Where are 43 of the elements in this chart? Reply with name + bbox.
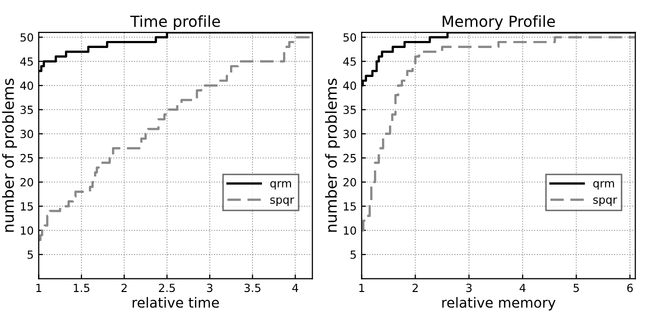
y-tick-label: 35 <box>343 106 356 114</box>
x-tick-label: 3.5 <box>244 284 260 292</box>
y-axis-title: number of problems <box>2 78 17 232</box>
chart-title: Time profile <box>130 15 220 30</box>
x-tick-label: 4 <box>292 284 298 292</box>
y-tick-label: 10 <box>344 226 356 235</box>
y-tick-label: 15 <box>20 202 33 211</box>
y-tick-label: 40 <box>20 81 34 90</box>
x-tick-label: 6 <box>627 284 633 292</box>
y-tick-label: 45 <box>20 57 33 66</box>
x-tick-label: 1.5 <box>74 284 90 292</box>
y-tick-label: 50 <box>20 33 34 42</box>
x-tick-label: 3 <box>207 284 212 292</box>
y-tick-label: 45 <box>343 57 356 66</box>
x-tick-label: 4 <box>520 284 526 292</box>
y-tick-label: 35 <box>20 106 33 114</box>
y-tick-label: 20 <box>20 178 34 186</box>
y-tick-label: 10 <box>20 226 34 235</box>
y-tick-label: 20 <box>343 178 356 186</box>
x-tick-label: 2.5 <box>158 284 175 292</box>
y-tick-label: 30 <box>20 130 34 138</box>
x-axis-title: relative memory <box>442 297 556 310</box>
x-tick-label: 1 <box>36 284 42 292</box>
x-tick-label: 1 <box>359 284 364 292</box>
x-tick-label: 5 <box>574 284 579 292</box>
x-tick-label: 2 <box>122 284 127 292</box>
x-tick-label: 2 <box>412 284 418 292</box>
y-tick-label: 25 <box>20 154 33 162</box>
legend-label: qrm <box>593 181 614 190</box>
chart-title: Memory Profile <box>442 15 555 30</box>
y-tick-label: 50 <box>344 33 356 42</box>
y-tick-label: 15 <box>344 202 356 211</box>
y-tick-label: 30 <box>343 130 356 138</box>
y-axis-title: number of problems <box>325 78 340 232</box>
y-tick-label: 5 <box>28 250 33 259</box>
legend-label: qrm <box>270 181 292 190</box>
legend-label: spqr <box>593 197 618 206</box>
x-axis-title: relative time <box>132 297 219 308</box>
y-tick-label: 40 <box>343 81 356 90</box>
y-tick-label: 25 <box>343 154 356 162</box>
y-tick-label: 5 <box>350 250 356 259</box>
legend-label: spqr <box>270 197 294 206</box>
x-tick-label: 3 <box>466 284 472 292</box>
